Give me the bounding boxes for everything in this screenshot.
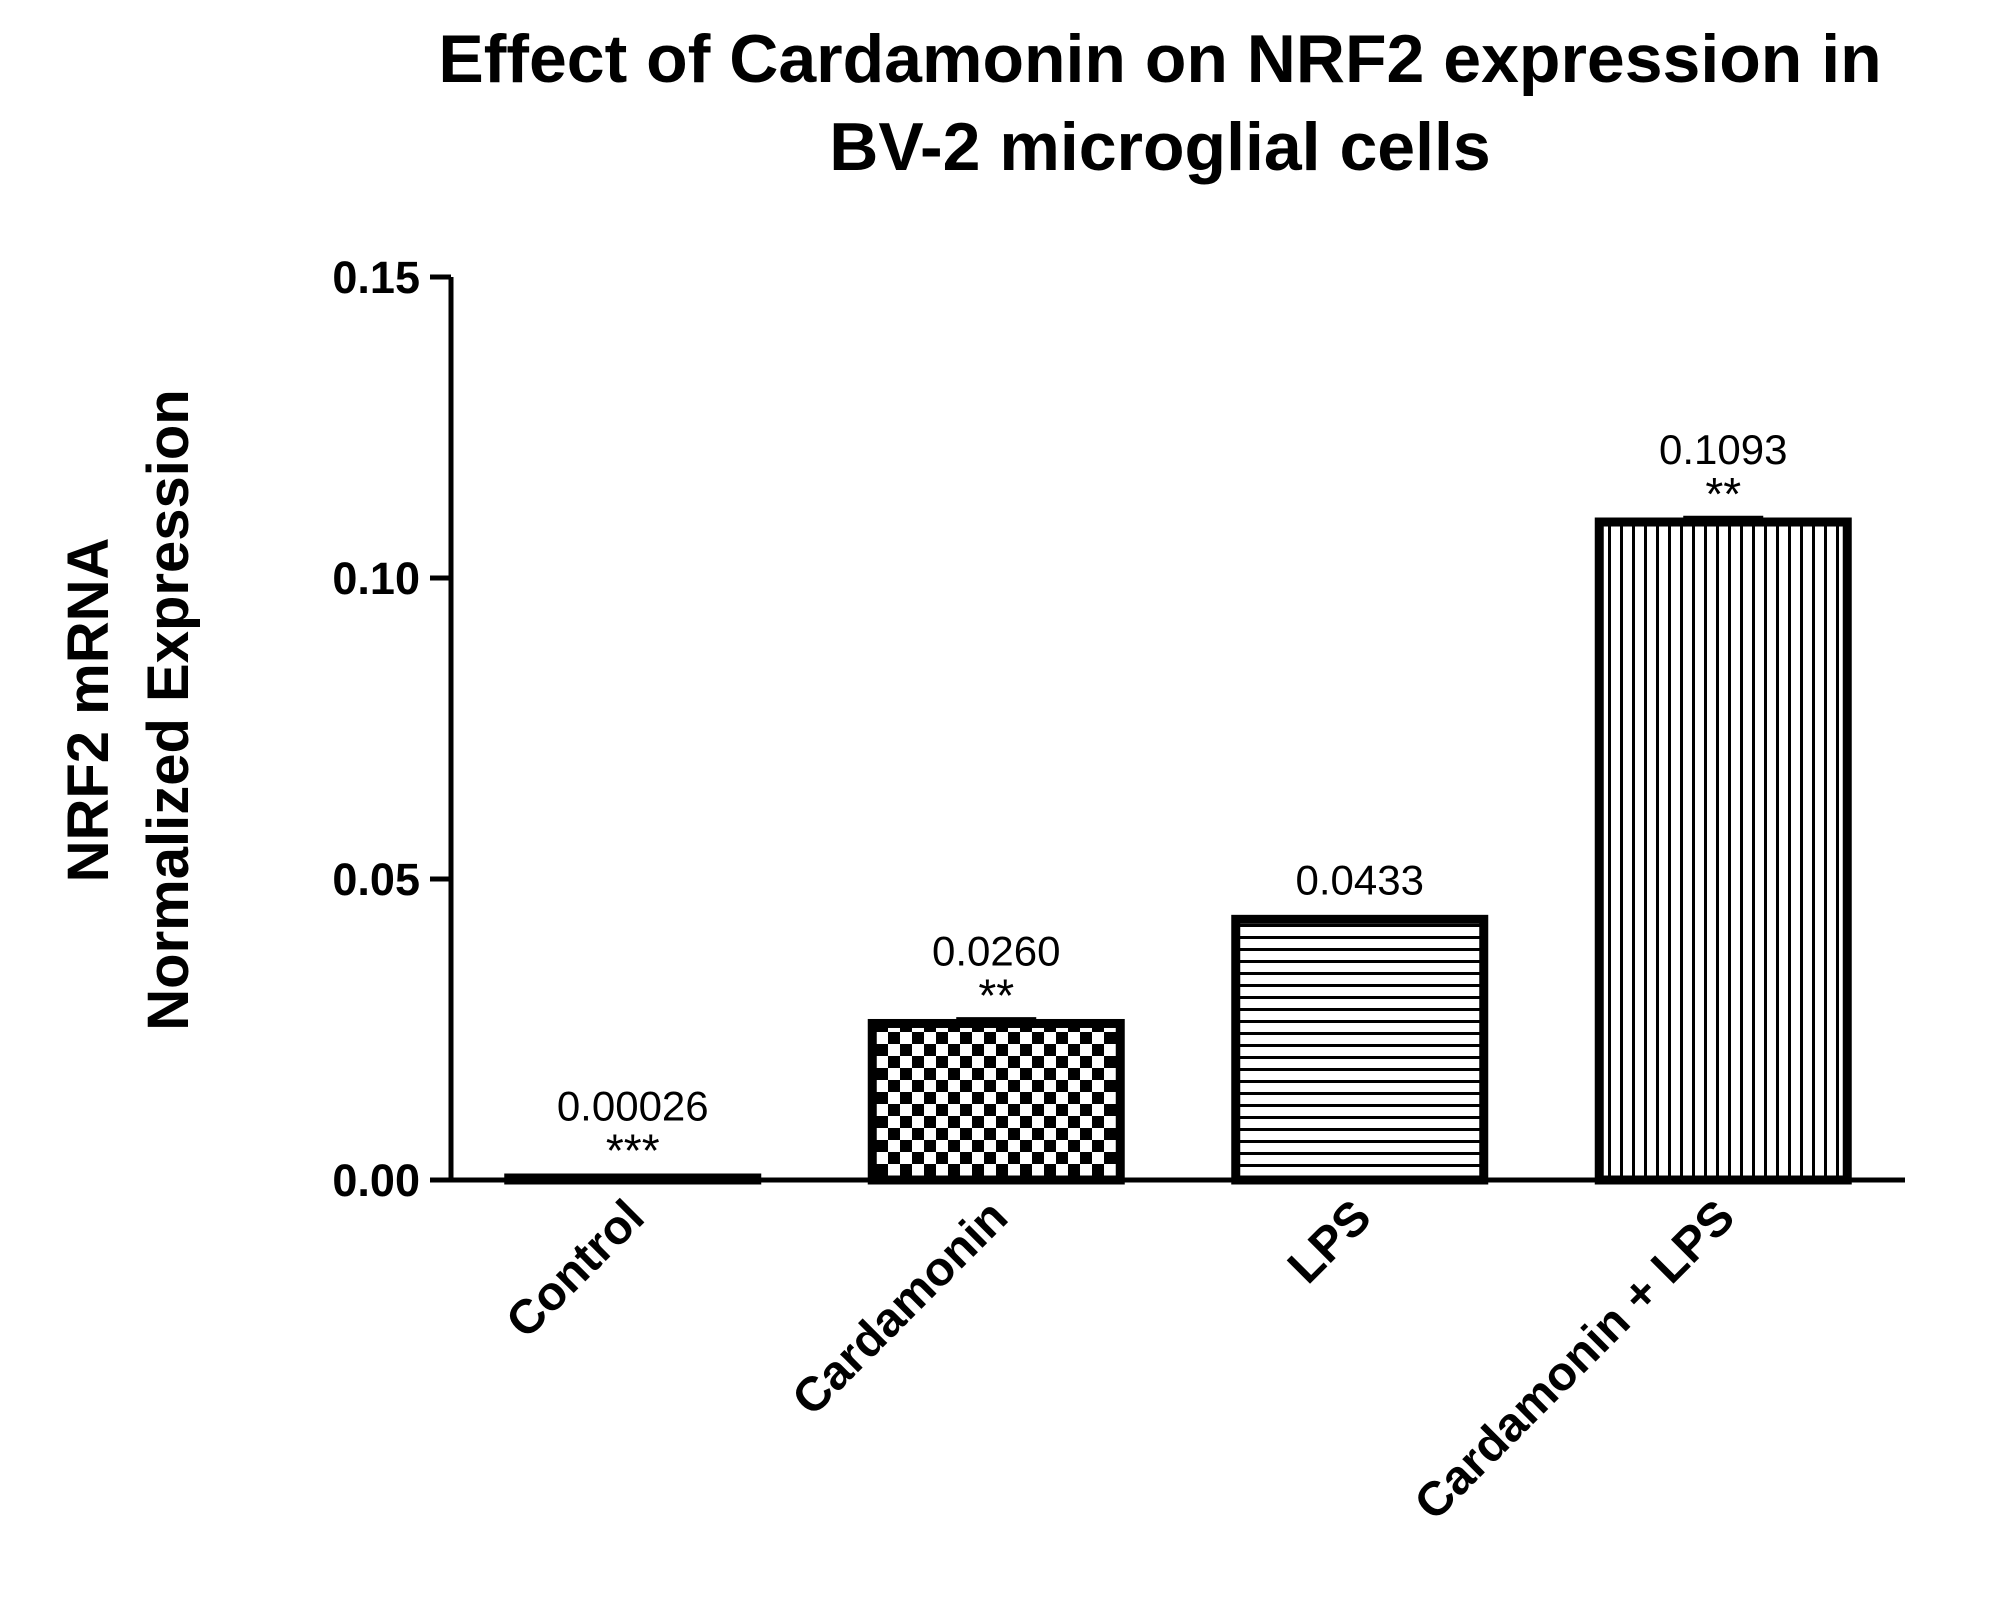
x-axis-categories: Control Cardamonin LPS Cardamonin + LPS: [496, 1190, 1745, 1530]
y-axis-label-line-1: NRF2 mRNA: [56, 538, 121, 883]
y-tick-label-0: 0.00: [332, 1155, 420, 1206]
value-label-1: 0.0260: [932, 927, 1060, 974]
x-category-label-0: Control: [496, 1190, 654, 1348]
significance-label-0: ***: [606, 1124, 660, 1176]
y-tick-label-2: 0.10: [332, 553, 420, 604]
x-category-label-1: Cardamonin: [783, 1190, 1018, 1425]
value-label-2: 0.0433: [1296, 856, 1424, 903]
significance-label-3: **: [1705, 468, 1741, 520]
x-category-label-2: LPS: [1278, 1190, 1381, 1293]
significance-label-1: **: [978, 969, 1014, 1021]
x-category-label-3: Cardamonin + LPS: [1405, 1190, 1745, 1530]
value-label-3: 0.1093: [1659, 426, 1787, 473]
value-label-0: 0.00026: [557, 1082, 709, 1129]
y-axis-ticks: 0.00 0.05 0.10 0.15: [332, 252, 451, 1206]
bar-3: [1594, 517, 1852, 1185]
y-tick-label-3: 0.15: [332, 252, 420, 303]
bar-1: [867, 1018, 1125, 1185]
bar-2: [1231, 914, 1489, 1185]
chart-title-line-2: BV-2 microglial cells: [829, 109, 1490, 185]
y-axis-label-line-2: Normalized Expression: [136, 389, 201, 1030]
y-tick-label-1: 0.05: [332, 854, 420, 905]
chart-title-line-1: Effect of Cardamonin on NRF2 expression …: [438, 21, 1881, 97]
